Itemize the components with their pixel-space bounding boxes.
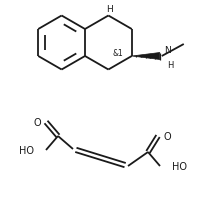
Text: HO: HO: [19, 145, 34, 155]
Polygon shape: [132, 53, 160, 60]
Text: &1: &1: [112, 48, 123, 57]
Text: H: H: [106, 5, 113, 14]
Text: HO: HO: [172, 161, 187, 171]
Text: O: O: [33, 118, 41, 127]
Text: O: O: [163, 131, 171, 141]
Text: H: H: [167, 61, 173, 70]
Text: N: N: [164, 46, 170, 55]
